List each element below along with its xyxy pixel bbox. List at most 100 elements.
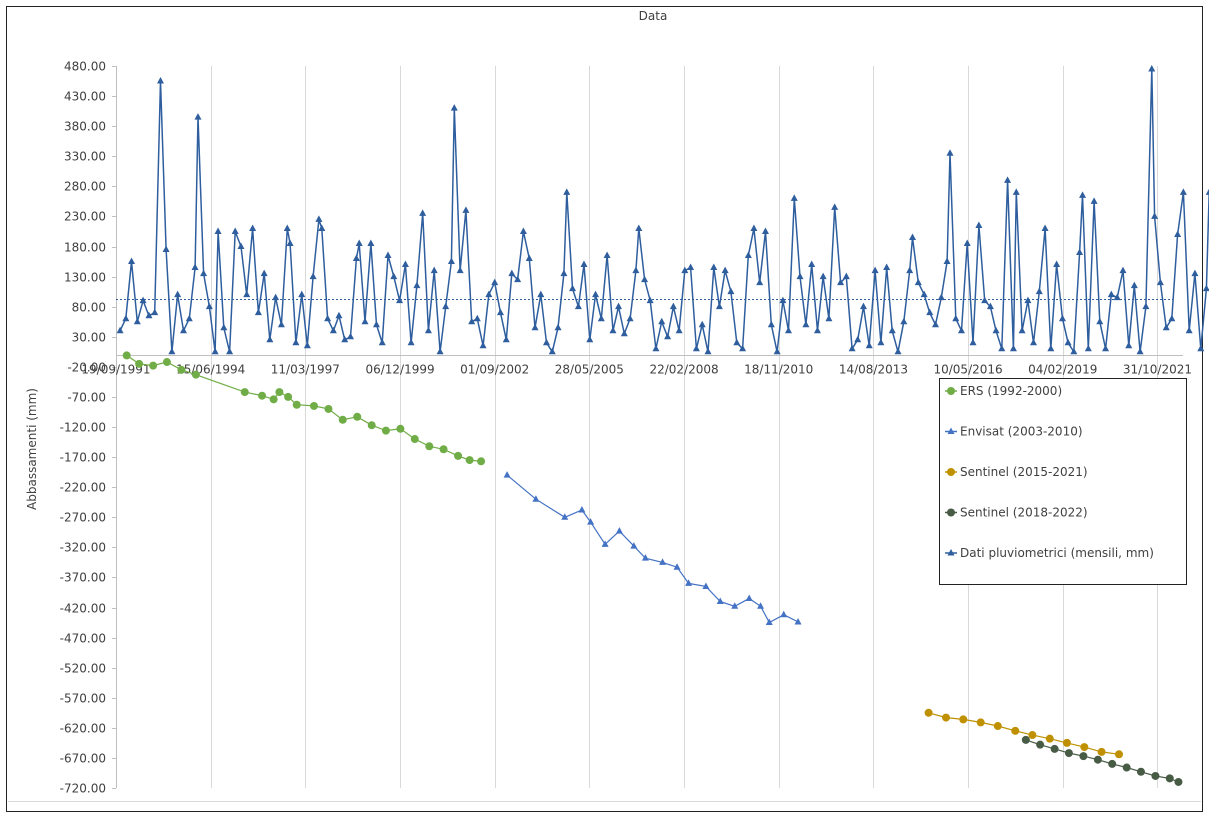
data-point xyxy=(1090,197,1098,204)
data-point xyxy=(116,326,124,334)
data-point xyxy=(986,302,994,310)
data-point xyxy=(240,388,249,397)
x-tick-label: 31/10/2021 xyxy=(1123,363,1192,377)
y-tick-label: -120.00 xyxy=(60,421,106,435)
data-point xyxy=(200,269,208,277)
data-point xyxy=(1064,749,1073,758)
legend-box xyxy=(939,378,1187,585)
data-point xyxy=(401,260,409,268)
data-point xyxy=(1165,774,1174,783)
data-point xyxy=(133,317,141,325)
y-tick-label: 380.00 xyxy=(64,120,106,134)
data-point xyxy=(1093,755,1102,764)
data-point xyxy=(554,323,562,331)
y-tick-label: 80.00 xyxy=(72,301,106,315)
data-point xyxy=(669,302,677,310)
data-point xyxy=(145,311,153,319)
data-point xyxy=(942,713,951,722)
data-point xyxy=(315,215,323,222)
data-point xyxy=(318,224,326,231)
data-point xyxy=(477,457,486,466)
data-point xyxy=(548,347,556,355)
data-point xyxy=(442,302,450,310)
y-tick-label: 130.00 xyxy=(64,271,106,285)
data-point xyxy=(266,335,274,343)
data-point xyxy=(525,254,533,262)
data-point xyxy=(396,424,405,433)
data-point xyxy=(802,320,810,328)
data-point xyxy=(1136,347,1144,355)
y-tick-label: 430.00 xyxy=(64,90,106,104)
data-point xyxy=(756,278,764,286)
data-point xyxy=(168,347,176,355)
y-axis-label: Abbassamenti (mm) xyxy=(25,388,39,510)
data-point xyxy=(162,358,171,367)
data-point xyxy=(632,266,640,274)
data-point xyxy=(292,338,300,346)
data-point xyxy=(574,302,582,310)
data-point xyxy=(601,540,609,547)
data-point xyxy=(580,260,588,268)
data-point xyxy=(430,266,438,274)
data-point xyxy=(761,227,769,234)
legend-label: Dati pluviometrici (mensili, mm) xyxy=(960,546,1154,560)
data-point xyxy=(1156,278,1164,286)
x-tick-label: 10/05/2016 xyxy=(933,363,1002,377)
data-point xyxy=(848,344,856,352)
data-point xyxy=(1197,344,1205,352)
data-point xyxy=(1050,744,1059,753)
data-point xyxy=(531,323,539,331)
data-point xyxy=(733,338,741,346)
data-point xyxy=(877,338,885,346)
data-point xyxy=(347,332,355,340)
y-tick-label: 480.00 xyxy=(64,60,106,74)
data-point xyxy=(715,302,723,310)
y-tick-label: -470.00 xyxy=(60,632,106,646)
y-tick-label: -620.00 xyxy=(60,722,106,736)
data-point xyxy=(519,227,527,234)
data-point xyxy=(277,320,285,328)
data-point xyxy=(243,290,251,298)
data-point xyxy=(837,278,845,286)
data-point xyxy=(883,263,891,271)
data-point xyxy=(646,296,654,304)
data-point xyxy=(721,266,729,274)
series-0 xyxy=(122,351,486,466)
data-point xyxy=(407,338,415,346)
data-point xyxy=(1080,743,1089,752)
data-point xyxy=(1130,281,1138,289)
data-point xyxy=(378,338,386,346)
data-point xyxy=(592,290,600,298)
data-point xyxy=(1021,735,1030,744)
series-3 xyxy=(1021,735,1183,786)
data-point xyxy=(659,558,667,565)
data-point xyxy=(436,347,444,355)
data-point xyxy=(1142,302,1150,310)
data-point xyxy=(808,260,816,268)
data-point xyxy=(372,320,380,328)
data-point xyxy=(260,269,268,277)
data-point xyxy=(450,104,458,111)
data-point xyxy=(784,326,792,334)
data-point xyxy=(765,618,773,626)
series-1 xyxy=(503,471,802,626)
data-point xyxy=(578,506,586,513)
data-point xyxy=(275,388,284,397)
data-point xyxy=(716,597,724,604)
data-point xyxy=(597,314,605,322)
data-point xyxy=(704,347,712,355)
data-point xyxy=(900,317,908,325)
data-point xyxy=(1058,314,1066,322)
data-point xyxy=(992,326,1000,334)
data-point xyxy=(303,341,311,349)
data-point xyxy=(698,320,706,328)
data-point xyxy=(635,224,643,231)
data-point xyxy=(355,239,363,246)
data-point xyxy=(1136,767,1145,776)
data-point xyxy=(537,290,545,298)
data-point xyxy=(1107,290,1115,298)
data-point xyxy=(468,317,476,325)
data-point xyxy=(626,314,634,322)
data-point xyxy=(335,311,343,319)
y-tick-label: 180.00 xyxy=(64,241,106,255)
